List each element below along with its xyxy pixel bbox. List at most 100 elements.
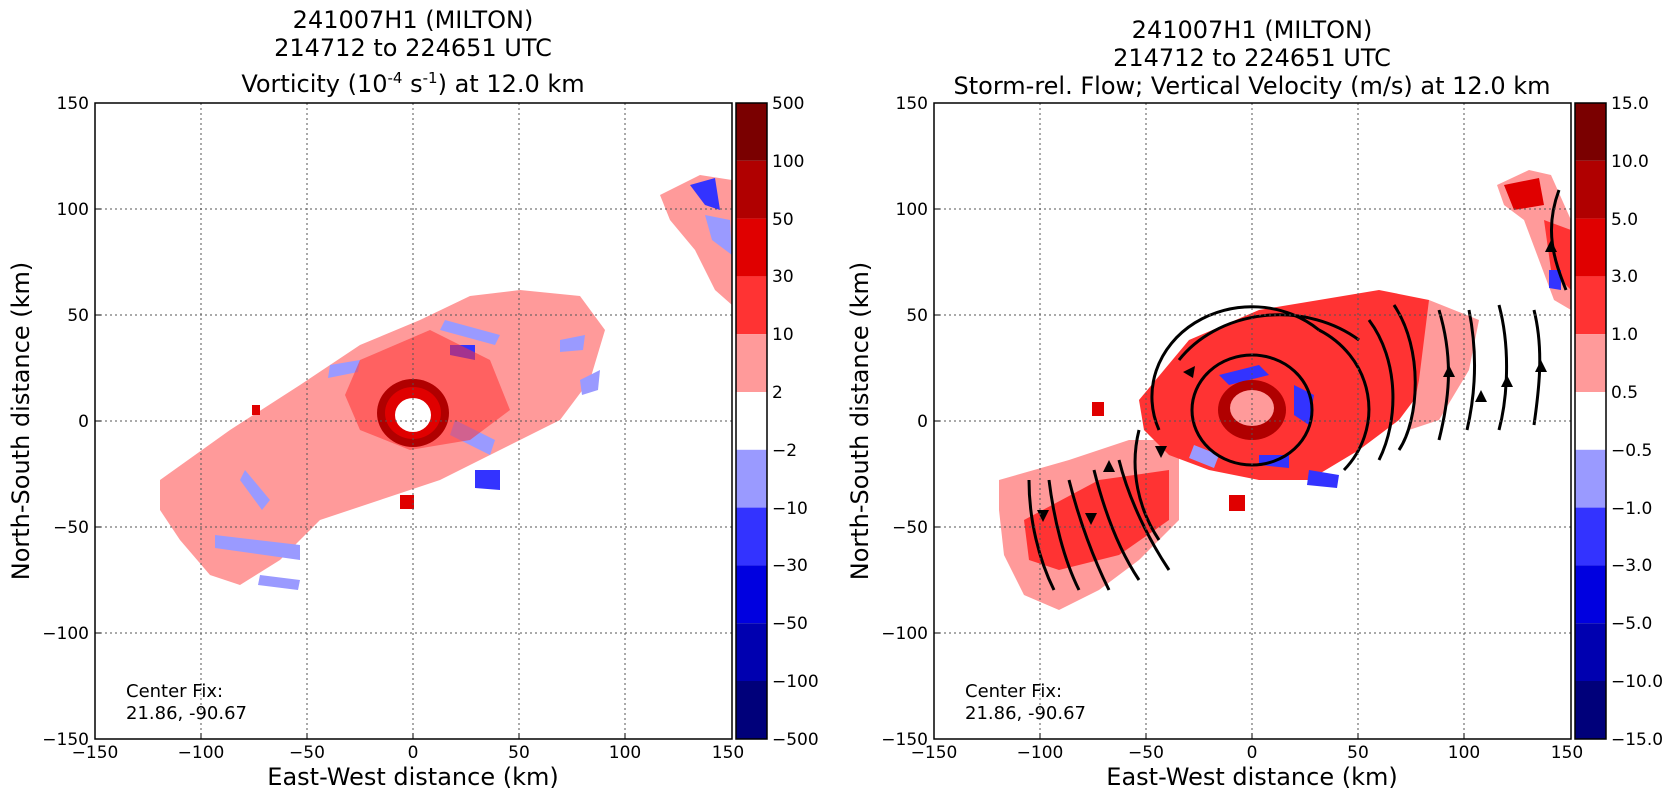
colorbar-swatch xyxy=(736,218,767,277)
y-tick-label: −50 xyxy=(892,518,928,538)
y-axis-label: North-South distance (km) xyxy=(7,262,35,581)
arrowhead xyxy=(1501,375,1513,387)
blue-streak-5 xyxy=(475,470,500,490)
y-tick-label: 150 xyxy=(57,94,89,114)
subtitle-suffix: ) at 12.0 km xyxy=(437,70,585,98)
colorbar-frame xyxy=(1574,102,1607,740)
streamline-sw-1 xyxy=(1117,459,1171,571)
y-axis-label: North-South distance (km) xyxy=(846,262,874,581)
blue-streak-8 xyxy=(258,575,300,590)
streamline-ring-3 xyxy=(1177,313,1360,361)
colorbar-swatch xyxy=(736,160,767,219)
center-fix-label: Center Fix: xyxy=(965,681,1062,702)
vorticity-panel: 241007H1 (MILTON) 214712 to 224651 UTC V… xyxy=(0,0,838,797)
arrowhead xyxy=(1545,240,1557,252)
colorbar-swatch xyxy=(1575,681,1606,739)
subtitle-exponent-1: -4 xyxy=(387,69,403,87)
x-tick-label: −50 xyxy=(289,743,325,763)
eye xyxy=(395,398,431,432)
x-tick-label: −150 xyxy=(911,743,958,763)
colorbar-frame xyxy=(735,102,768,740)
x-tick-label: 50 xyxy=(1347,743,1369,763)
colorbar-swatch xyxy=(736,565,767,624)
subtitle-prefix: Vorticity (10 xyxy=(241,70,388,98)
y-tick-label: −150 xyxy=(42,730,89,750)
chart-title: 241007H1 (MILTON) 214712 to 224651 UTC V… xyxy=(93,6,733,98)
ne-light-blue xyxy=(705,215,732,255)
ticks xyxy=(933,208,1465,739)
blue-ring-1 xyxy=(1219,365,1269,385)
colorbar-label: −10 xyxy=(772,499,808,519)
sw-red-band xyxy=(1024,470,1169,570)
x-tick-label: −100 xyxy=(178,743,225,763)
streamline-sw-4 xyxy=(1047,479,1081,591)
colorbar-label: 10.0 xyxy=(1611,152,1649,172)
colorbar-label: −30 xyxy=(772,556,808,576)
streamline-arrows xyxy=(1037,240,1557,525)
arrowhead xyxy=(1155,446,1167,458)
x-tick-label: 50 xyxy=(508,743,530,763)
blue-streak-6 xyxy=(240,470,270,510)
colorbar-swatch xyxy=(1575,103,1606,161)
y-tick-label: 50 xyxy=(67,306,89,326)
streamline-e-5 xyxy=(1497,304,1509,431)
y-tick-labels: 150 100 50 0 −50 −100 −150 xyxy=(881,94,928,750)
streamline-sw-5 xyxy=(1027,479,1056,591)
colorbar-swatch xyxy=(1575,565,1606,624)
colorbar-swatch xyxy=(1575,334,1606,392)
colorbar-label: 500 xyxy=(772,94,804,114)
center-fix-value: 21.86, -90.67 xyxy=(126,703,247,724)
blue-streak-1 xyxy=(440,320,500,345)
vertical-velocity-field xyxy=(999,170,1571,610)
x-tick-label: −150 xyxy=(72,743,119,763)
colorbar-swatch xyxy=(736,681,767,739)
title-line-1: 241007H1 (MILTON) xyxy=(292,6,534,34)
colorbar-label: −0.5 xyxy=(1611,441,1652,461)
streamline-sw-3 xyxy=(1067,479,1111,591)
arrowhead xyxy=(1103,460,1115,472)
vorticity-plot: −150 −100 −50 0 50 100 150 150 100 50 0 … xyxy=(7,94,819,791)
streamline-sw-2 xyxy=(1092,469,1141,581)
colorbar-swatch xyxy=(736,334,767,392)
colorbar-label: 2 xyxy=(772,383,783,403)
colorbar-label: 5.0 xyxy=(1611,210,1638,230)
x-axis-label: East-West distance (km) xyxy=(1106,763,1397,791)
x-tick-label: −50 xyxy=(1128,743,1164,763)
colorbar-swatch xyxy=(736,623,767,681)
colorbar-swatch xyxy=(736,392,767,450)
arrowhead xyxy=(1183,366,1195,378)
x-tick-label: 150 xyxy=(1551,743,1583,763)
red-spot-1 xyxy=(400,495,414,509)
y-tick-labels: 150 100 50 0 −50 −100 −150 xyxy=(42,94,89,750)
colorbar-label: 15.0 xyxy=(1611,94,1649,114)
main-red-region xyxy=(1139,290,1439,480)
y-tick-label: 100 xyxy=(57,200,89,220)
streamline-sw-0 xyxy=(1133,429,1161,541)
ne-blue xyxy=(1549,270,1561,290)
subtitle-mid: s xyxy=(402,70,423,98)
colorbar-label: −3.0 xyxy=(1611,556,1652,576)
colorbar-labels: 15.0 10.0 5.0 3.0 1.0 0.5 −0.5 −1.0 −3.0… xyxy=(1611,94,1663,750)
arrowhead xyxy=(1443,365,1455,377)
colorbar-swatch xyxy=(1575,160,1606,219)
subtitle-exponent-2: -1 xyxy=(422,69,438,87)
colorbar-swatch xyxy=(1575,392,1606,450)
colorbar-label: −5.0 xyxy=(1611,614,1652,634)
blue-streak-10 xyxy=(560,335,585,352)
colorbar-swatch xyxy=(1575,218,1606,277)
y-tick-label: 0 xyxy=(917,412,928,432)
colorbar-label: −1.0 xyxy=(1611,499,1652,519)
subtitle-prefix: Storm-rel. Flow; Vertical Velocity (m/s)… xyxy=(953,72,1551,100)
colorbar-swatch xyxy=(736,507,767,566)
colorbar-label: 3.0 xyxy=(1611,267,1638,287)
blue-streak-3 xyxy=(328,360,360,378)
arrowhead xyxy=(1535,360,1547,372)
x-axis-label: East-West distance (km) xyxy=(267,763,558,791)
x-tick-label: 100 xyxy=(1448,743,1480,763)
streamlines xyxy=(1027,189,1568,591)
title-line-3: Vorticity (10-4 s-1) at 12.0 km xyxy=(93,64,733,98)
red-spot xyxy=(1229,495,1245,511)
colorbar-swatch xyxy=(1575,507,1606,566)
colorbar-label: −15.0 xyxy=(1611,730,1663,750)
colorbar: 500 100 50 30 10 2 −2 −10 −30 −50 −100 −… xyxy=(735,94,819,750)
